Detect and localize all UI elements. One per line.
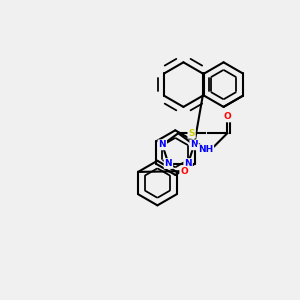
Text: O: O xyxy=(180,167,188,176)
Text: N: N xyxy=(190,140,198,149)
Text: O: O xyxy=(224,112,231,122)
Text: N: N xyxy=(158,140,166,149)
Text: NH: NH xyxy=(198,145,213,154)
Text: N: N xyxy=(165,159,172,168)
Text: S: S xyxy=(188,129,195,138)
Text: N: N xyxy=(184,159,192,168)
